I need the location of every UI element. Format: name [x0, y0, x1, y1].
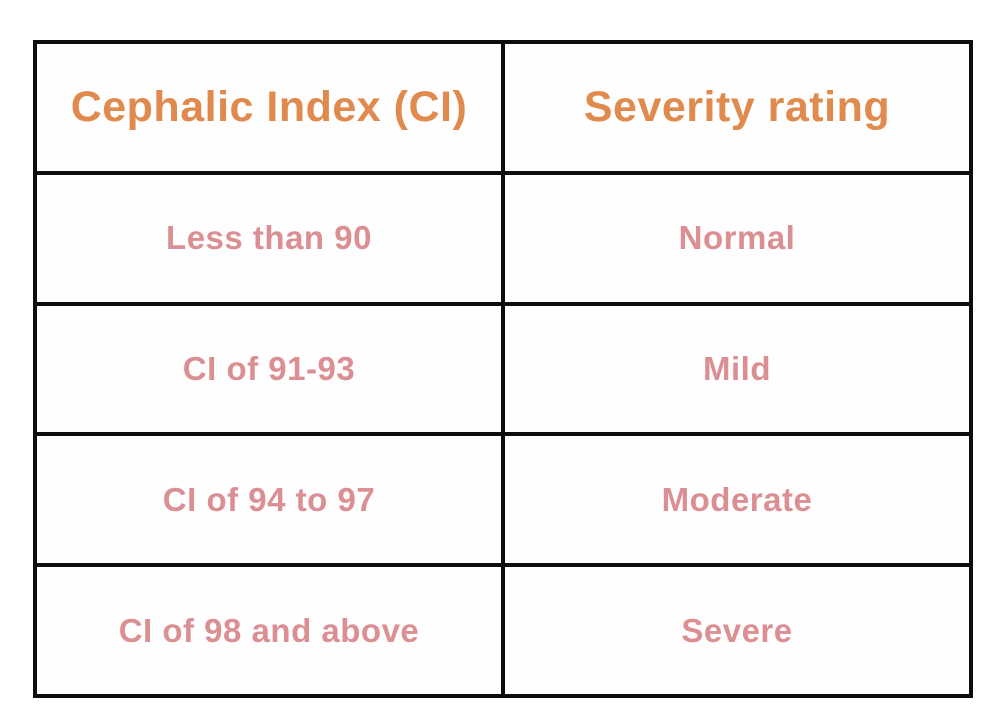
column-header-label: Cephalic Index (CI) — [70, 82, 468, 131]
column-header-severity-rating: Severity rating — [505, 44, 969, 171]
column-header-label: Severity rating — [583, 82, 891, 131]
table-row-2-ci-cell: CI of 91-93 — [37, 305, 501, 433]
severity-value: Severe — [681, 611, 793, 649]
ci-value: CI of 98 and above — [118, 611, 420, 649]
ci-value: CI of 94 to 97 — [162, 480, 376, 518]
table-row-3-severity-cell: Moderate — [505, 436, 969, 564]
table-figure: Cephalic Index (CI) Severity rating Less… — [33, 40, 973, 698]
table-row-1-severity-cell: Normal — [505, 174, 969, 302]
severity-value: Moderate — [661, 480, 813, 518]
table-row-2-severity-cell: Mild — [505, 305, 969, 433]
cephalic-index-severity-table: Cephalic Index (CI) Severity rating Less… — [33, 40, 973, 698]
table-row-1-ci-cell: Less than 90 — [37, 174, 501, 302]
table-row-4-severity-cell: Severe — [505, 567, 969, 694]
column-header-cephalic-index: Cephalic Index (CI) — [37, 44, 501, 171]
ci-value: Less than 90 — [166, 219, 372, 257]
ci-value: CI of 91-93 — [182, 349, 356, 387]
table-row-3-ci-cell: CI of 94 to 97 — [37, 436, 501, 564]
table-row-4-ci-cell: CI of 98 and above — [37, 567, 501, 694]
severity-value: Normal — [678, 219, 796, 257]
severity-value: Mild — [703, 349, 771, 387]
